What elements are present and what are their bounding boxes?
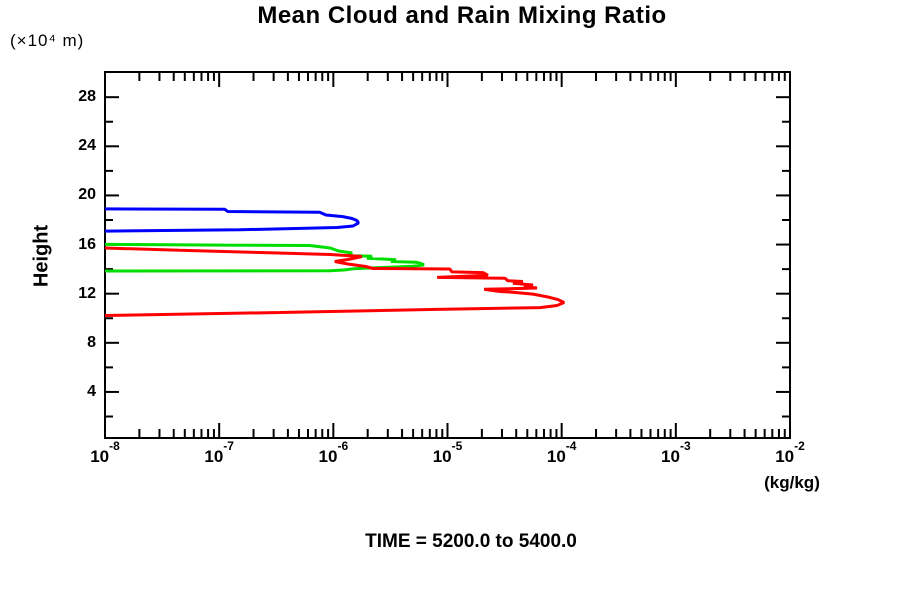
y-axis-unit-label: (×10⁴ m) bbox=[10, 31, 85, 50]
y-axis-ticks bbox=[106, 96, 789, 418]
y-tick-label: 16 bbox=[78, 235, 96, 253]
x-tick-label: 10-2 bbox=[775, 439, 805, 466]
y-tick-label: 12 bbox=[78, 284, 96, 302]
curve-green bbox=[104, 242, 425, 273]
x-tick-label: 10-4 bbox=[546, 439, 577, 466]
curve-red bbox=[104, 246, 565, 317]
plot-border bbox=[104, 71, 791, 439]
x-axis-unit-label: (kg/kg) bbox=[764, 473, 820, 492]
x-tick-label: 10-8 bbox=[90, 439, 120, 466]
y-tick-label: 4 bbox=[87, 382, 96, 400]
curves bbox=[104, 207, 565, 317]
y-tick-label: 24 bbox=[78, 137, 96, 155]
time-annotation: TIME = 5200.0 to 5400.0 bbox=[365, 531, 577, 552]
x-tick-label: 10-7 bbox=[204, 439, 234, 466]
x-tick-label: 10-6 bbox=[318, 439, 349, 466]
y-axis-title: Height bbox=[30, 224, 53, 288]
x-tick-label: 10-3 bbox=[661, 439, 691, 466]
x-axis-ticks bbox=[104, 73, 791, 437]
y-tick-label: 20 bbox=[78, 186, 96, 204]
chart-title: Mean Cloud and Rain Mixing Ratio bbox=[257, 2, 667, 29]
curve-blue bbox=[104, 207, 360, 233]
y-tick-label: 28 bbox=[78, 88, 96, 106]
x-tick-label: 10-5 bbox=[432, 439, 463, 466]
y-tick-label: 8 bbox=[87, 333, 96, 351]
